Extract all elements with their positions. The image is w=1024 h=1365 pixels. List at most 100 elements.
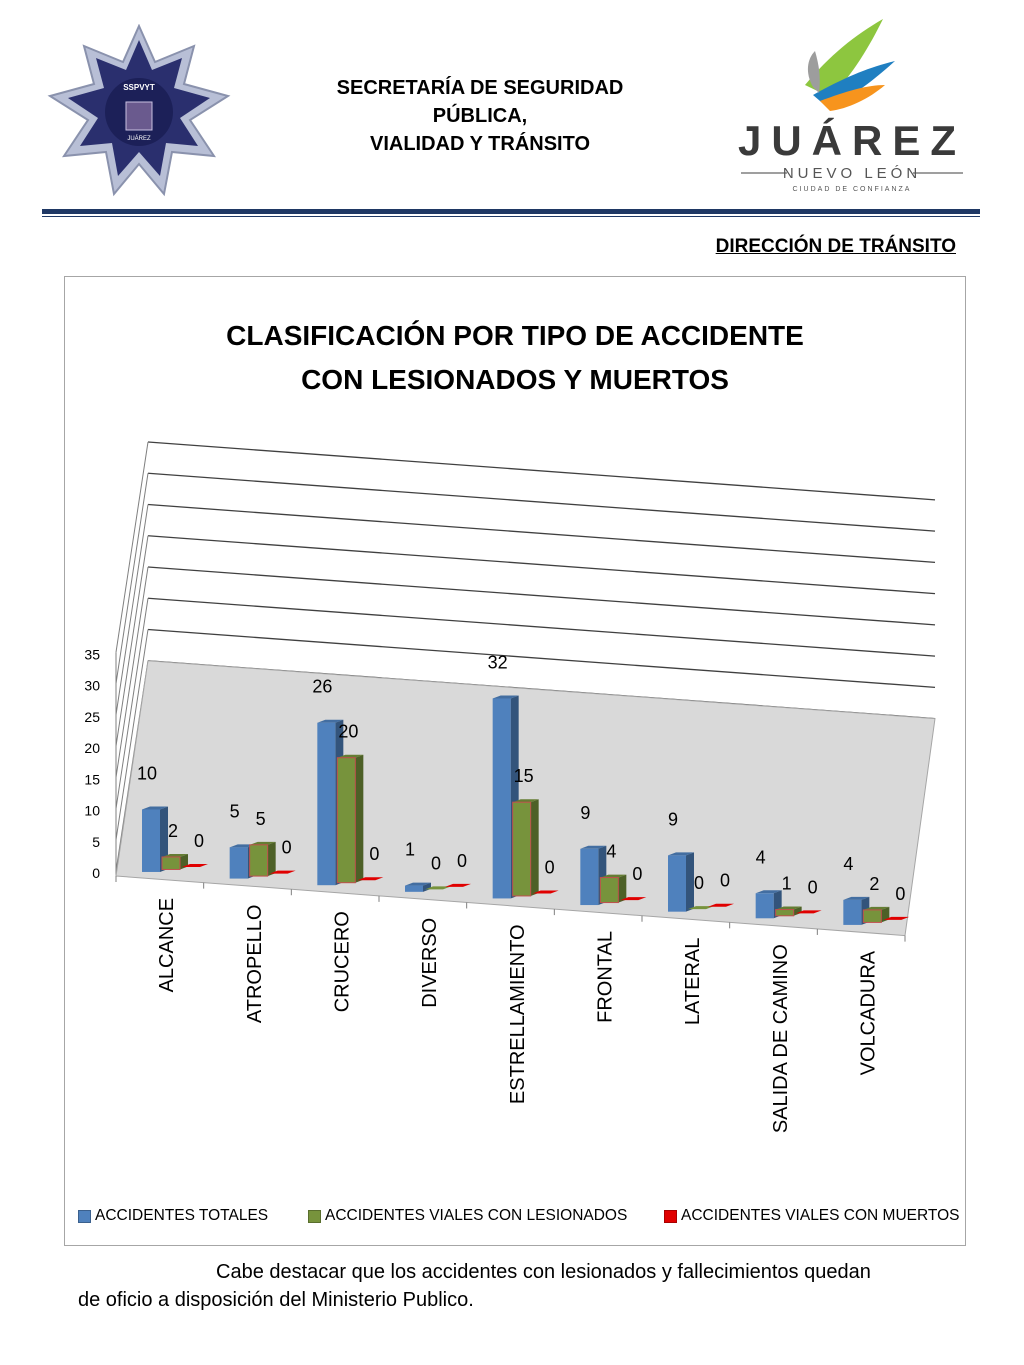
- data-label: 1: [405, 840, 415, 860]
- data-label: 9: [668, 809, 678, 829]
- bar-front-1: [775, 909, 795, 917]
- y-tick-label: 35: [84, 646, 100, 662]
- header-title: SECRETARÍA DE SEGURIDAD PÚBLICA, VIALIDA…: [300, 74, 660, 158]
- bar-front-1: [862, 909, 882, 923]
- x-category-label: LATERAL: [682, 938, 704, 1025]
- data-label: 26: [312, 677, 332, 697]
- x-category-label: SALIDA DE CAMINO: [770, 944, 792, 1133]
- legend-swatch-muertos: [664, 1209, 677, 1223]
- legend-swatch-lesionados: [308, 1209, 321, 1223]
- bar-top-0: [755, 890, 782, 894]
- bar-front-1: [336, 757, 356, 884]
- y-tick-label: 0: [92, 865, 100, 881]
- bar-front-0: [142, 809, 160, 872]
- bar-front-0: [492, 698, 511, 899]
- footer-note: Cabe destacar que los accidentes con les…: [78, 1258, 968, 1314]
- x-category-label: VOLCADURA: [857, 950, 879, 1075]
- bar-top-1: [863, 906, 890, 910]
- bar-front-1: [512, 801, 532, 897]
- bar-flat-2: [620, 897, 647, 901]
- y-tick-label: 15: [84, 771, 100, 787]
- badge-text-bottom: JUÁREZ: [127, 135, 151, 142]
- logo-leaf-orange: [820, 85, 885, 111]
- bar-flat-2: [532, 890, 559, 894]
- y-tick-label: 25: [84, 709, 100, 725]
- bar-flat-2: [795, 910, 822, 914]
- data-label: 0: [369, 844, 379, 864]
- bar-flat-2: [883, 916, 910, 920]
- gridline-side: [115, 473, 149, 684]
- legend-label-lesionados: ACCIDENTES VIALES CON LESIONADOS: [325, 1207, 628, 1224]
- y-tick-label: 10: [84, 803, 100, 819]
- x-category-label: DIVERSO: [419, 918, 441, 1008]
- data-label: 20: [338, 722, 358, 742]
- bar-flat-2: [269, 870, 296, 874]
- bar-top-0: [843, 896, 870, 900]
- bar-front-0: [668, 855, 686, 912]
- bar-front-1: [599, 877, 619, 904]
- logo-subtitle: NUEVO LEÓN: [783, 165, 921, 182]
- footer-line-2: de oficio a disposición del Ministerio P…: [78, 1289, 474, 1311]
- legend-item-muertos: ACCIDENTES VIALES CON MUERTOS: [664, 1207, 960, 1225]
- bar-side-1: [355, 754, 364, 883]
- bar-flat-1: [688, 906, 714, 910]
- legend-label-muertos: ACCIDENTES VIALES CON MUERTOS: [681, 1207, 960, 1224]
- gridline-side: [115, 629, 149, 840]
- data-label: 9: [580, 803, 590, 823]
- bar-flat-1: [425, 886, 451, 890]
- bar-top-0: [229, 844, 256, 848]
- y-tick-label: 5: [92, 834, 100, 850]
- chart-title-line-2: CON LESIONADOS Y MUERTOS: [301, 364, 729, 395]
- data-label: 0: [431, 853, 441, 873]
- bar-side-1: [793, 906, 802, 916]
- juarez-logo: JUÁREZ NUEVO LEÓN CIUDAD DE CONFIANZA: [738, 19, 966, 193]
- logo-wordmark: JUÁREZ: [738, 117, 966, 164]
- logo-leaf-green: [805, 19, 883, 97]
- header-divider-thin: [42, 216, 980, 217]
- gridline: [147, 535, 936, 595]
- bar-top-0: [668, 852, 694, 856]
- bar-top-0: [492, 695, 519, 699]
- logo-tagline: CIUDAD DE CONFIANZA: [793, 186, 912, 193]
- y-tick-label: 30: [84, 678, 100, 694]
- bar-flat-2: [445, 883, 471, 887]
- gridline-side: [115, 441, 149, 653]
- data-label: 0: [808, 877, 818, 897]
- data-label: 0: [545, 857, 555, 877]
- bar-top-1: [337, 754, 364, 758]
- data-label: 4: [756, 847, 766, 867]
- header-divider: [42, 209, 980, 214]
- gridline-side: [115, 504, 149, 715]
- data-label: 10: [137, 763, 157, 783]
- bar-top-1: [162, 853, 188, 857]
- bar-front-1: [249, 844, 269, 877]
- data-label: 2: [869, 874, 879, 894]
- x-category-label: ALCANCE: [156, 898, 178, 992]
- legend-item-totales: ACCIDENTES TOTALES: [78, 1207, 268, 1225]
- bar-flat-2: [182, 863, 208, 867]
- bar-front-0: [405, 885, 423, 892]
- bar-side-1: [267, 841, 276, 877]
- bar-front-0: [843, 899, 862, 925]
- chart-title: CLASIFICACIÓN POR TIPO DE ACCIDENTE CON …: [64, 314, 966, 402]
- chart-frame: [64, 276, 966, 1246]
- gridline: [147, 566, 936, 626]
- chart-title-line-1: CLASIFICACIÓN POR TIPO DE ACCIDENTE: [226, 320, 804, 351]
- header-title-line-3: VIALIDAD Y TRÁNSITO: [369, 133, 591, 155]
- footer-line-1: Cabe destacar que los accidentes con les…: [216, 1261, 871, 1283]
- bar-top-1: [775, 906, 802, 910]
- bar-top-0: [142, 806, 168, 810]
- x-category-label: FRONTAL: [594, 931, 616, 1023]
- bar-side-1: [530, 799, 539, 896]
- legend-swatch-totales: [78, 1209, 91, 1223]
- bar-top-1: [249, 841, 276, 845]
- gridline: [147, 628, 936, 688]
- bar-top-0: [405, 882, 431, 886]
- bar-side-1: [618, 874, 627, 903]
- bar-front-0: [755, 893, 774, 919]
- bar-top-0: [317, 719, 344, 723]
- data-label: 5: [256, 809, 266, 829]
- data-label: 1: [782, 874, 792, 894]
- data-label: 0: [194, 831, 204, 851]
